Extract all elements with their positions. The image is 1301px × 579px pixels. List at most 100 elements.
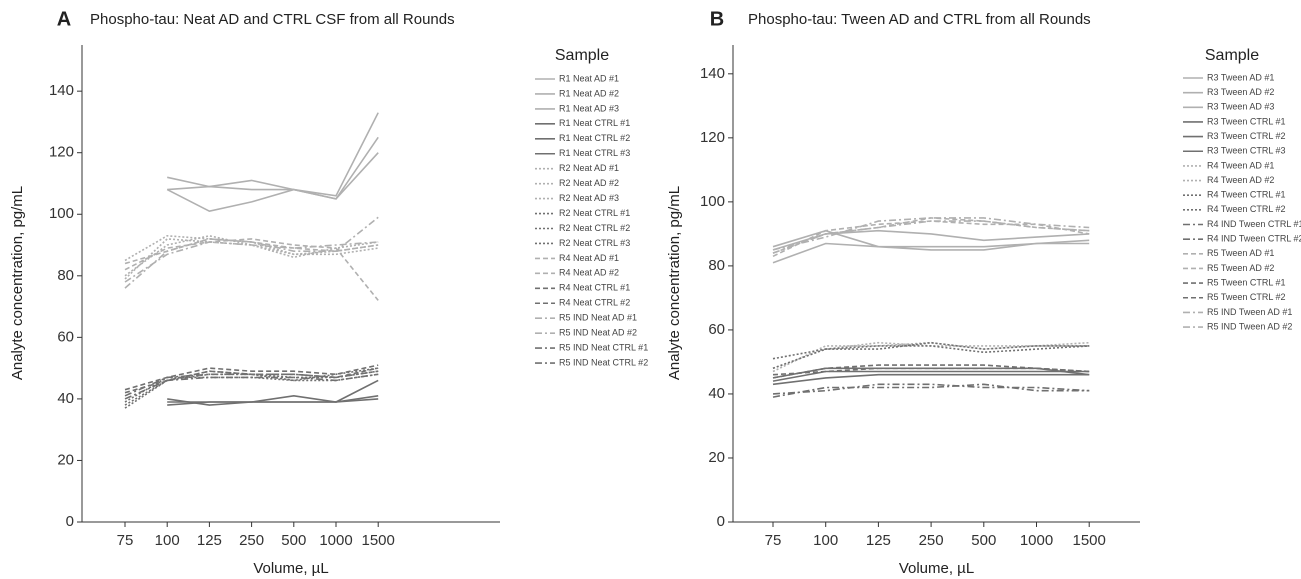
y-tick-label: 0 xyxy=(717,513,725,530)
y-axis-title: Analyte concentration, pg/mL xyxy=(9,186,26,380)
legend-label: R5 IND Neat CTRL #2 xyxy=(559,357,648,367)
y-tick-label: 100 xyxy=(49,205,74,222)
series-line xyxy=(167,379,379,406)
legend-label: R1 Neat AD #2 xyxy=(559,88,619,98)
y-tick-label: 20 xyxy=(57,451,74,468)
y-tick-label: 40 xyxy=(57,390,74,407)
y-tick-label: 120 xyxy=(49,144,74,161)
legend-label: R4 Tween CTRL #2 xyxy=(1207,204,1286,214)
y-tick-label: 40 xyxy=(708,385,725,402)
panel-letter: A xyxy=(57,8,71,30)
series-line xyxy=(124,238,379,301)
legend-label: R1 Neat CTRL #2 xyxy=(559,133,630,143)
y-axis-title: Analyte concentration, pg/mL xyxy=(666,186,683,380)
legend-label: R2 Neat AD #3 xyxy=(559,193,619,203)
legend-label: R1 Neat CTRL #1 xyxy=(559,118,630,128)
y-tick-label: 140 xyxy=(700,65,725,82)
series-line xyxy=(167,136,379,200)
series-line xyxy=(772,367,1090,376)
x-tick-label: 1000 xyxy=(319,532,352,549)
x-tick-label: 1500 xyxy=(362,532,395,549)
legend-label: R2 Neat AD #2 xyxy=(559,178,619,188)
legend-label: R5 IND Tween AD #2 xyxy=(1207,321,1292,331)
x-tick-label: 100 xyxy=(155,532,180,549)
legend-label: R4 IND Tween CTRL #1 xyxy=(1207,219,1301,229)
legend-label: R4 Tween AD #2 xyxy=(1207,175,1274,185)
legend-title: Sample xyxy=(1205,47,1259,64)
x-tick-label: 100 xyxy=(813,532,838,549)
x-tick-label: 250 xyxy=(239,532,264,549)
legend-label: R1 Neat AD #1 xyxy=(559,73,619,83)
legend-label: R3 Tween AD #3 xyxy=(1207,102,1274,112)
legend-label: R3 Tween AD #1 xyxy=(1207,72,1274,82)
legend-label: R1 Neat AD #3 xyxy=(559,103,619,113)
series-line xyxy=(124,234,379,277)
x-axis-title: Volume, µL xyxy=(253,560,328,577)
y-tick-label: 140 xyxy=(49,82,74,99)
series-line xyxy=(124,373,379,400)
legend-label: R3 Tween AD #2 xyxy=(1207,87,1274,97)
series-line xyxy=(124,216,379,289)
legend-label: R2 Neat AD #1 xyxy=(559,163,619,173)
y-tick-label: 60 xyxy=(708,321,725,338)
series-line xyxy=(772,341,1090,360)
legend-label: R4 Tween AD #1 xyxy=(1207,160,1274,170)
legend-label: R5 Tween CTRL #2 xyxy=(1207,292,1286,302)
series-line xyxy=(772,341,1090,373)
y-tick-label: 0 xyxy=(66,513,74,530)
x-tick-label: 500 xyxy=(281,532,306,549)
y-tick-label: 80 xyxy=(57,267,74,284)
legend-label: R1 Neat CTRL #3 xyxy=(559,148,630,158)
series-line xyxy=(772,239,1090,264)
series-line xyxy=(772,220,1090,254)
series-line xyxy=(124,241,379,283)
legend-label: R2 Neat CTRL #1 xyxy=(559,208,630,218)
x-tick-label: 125 xyxy=(866,532,891,549)
legend-label: R5 IND Neat CTRL #1 xyxy=(559,342,648,352)
legend-label: R4 Neat CTRL #1 xyxy=(559,283,630,293)
x-tick-label: 1000 xyxy=(1020,532,1053,549)
y-tick-label: 60 xyxy=(57,328,74,345)
legend-label: R4 Neat AD #2 xyxy=(559,268,619,278)
legend-label: R4 Neat CTRL #2 xyxy=(559,298,630,308)
legend-label: R3 Tween CTRL #3 xyxy=(1207,146,1286,156)
series-line xyxy=(124,370,379,397)
chart-title: Phospho-tau: Tween AD and CTRL from all … xyxy=(748,11,1091,28)
legend-title: Sample xyxy=(555,47,609,64)
legend-label: R5 Tween CTRL #1 xyxy=(1207,277,1286,287)
panel-letter: B xyxy=(710,8,724,30)
series-line xyxy=(772,220,1090,258)
legend-label: R5 Tween AD #1 xyxy=(1207,248,1274,258)
x-axis-title: Volume, µL xyxy=(899,560,974,577)
y-tick-label: 80 xyxy=(708,257,725,274)
legend-label: R5 IND Neat AD #1 xyxy=(559,313,637,323)
x-tick-label: 250 xyxy=(919,532,944,549)
legend-label: R3 Tween CTRL #1 xyxy=(1207,116,1286,126)
legend-label: R4 Tween CTRL #1 xyxy=(1207,190,1286,200)
legend-label: R4 Neat AD #1 xyxy=(559,253,619,263)
y-tick-label: 120 xyxy=(700,129,725,146)
series-line xyxy=(167,112,379,197)
x-tick-label: 75 xyxy=(765,532,782,549)
x-tick-label: 75 xyxy=(117,532,134,549)
legend-label: R5 Tween AD #2 xyxy=(1207,263,1274,273)
series-line xyxy=(124,367,379,409)
legend-label: R4 IND Tween CTRL #2 xyxy=(1207,234,1301,244)
series-line xyxy=(772,364,1090,379)
x-tick-label: 125 xyxy=(197,532,222,549)
chart-title: Phospho-tau: Neat AD and CTRL CSF from a… xyxy=(90,11,455,28)
legend-label: R2 Neat CTRL #2 xyxy=(559,223,630,233)
series-line xyxy=(772,373,1090,386)
legend-label: R2 Neat CTRL #3 xyxy=(559,238,630,248)
legend-label: R5 IND Tween AD #1 xyxy=(1207,307,1292,317)
y-tick-label: 20 xyxy=(708,449,725,466)
legend-label: R5 IND Neat AD #2 xyxy=(559,328,637,338)
series-line xyxy=(772,370,1090,382)
series-line xyxy=(167,398,379,406)
x-tick-label: 500 xyxy=(971,532,996,549)
y-tick-label: 100 xyxy=(700,193,725,210)
legend-label: R3 Tween CTRL #2 xyxy=(1207,131,1286,141)
series-line xyxy=(166,152,379,213)
